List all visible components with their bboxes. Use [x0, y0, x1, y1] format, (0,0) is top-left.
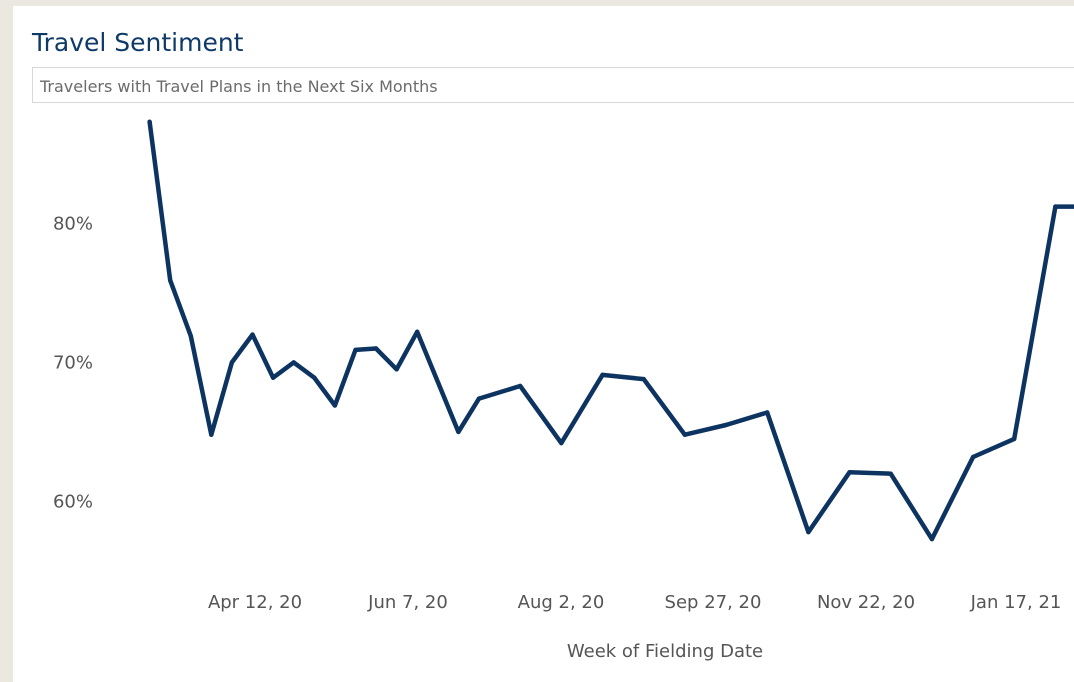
subtitle-box: Travelers with Travel Plans in the Next … [32, 67, 1074, 103]
chart-panel [13, 6, 1074, 682]
data-point [847, 470, 852, 475]
data-point [723, 422, 729, 428]
data-point [888, 471, 893, 476]
data-point [682, 432, 687, 437]
data-point [353, 347, 358, 353]
data-point [929, 536, 935, 542]
series-line [147, 121, 1074, 542]
data-point [209, 432, 214, 437]
data-point [291, 360, 296, 365]
x-tick-label: Apr 12, 20 [208, 592, 302, 613]
chart-subtitle: Travelers with Travel Plans in the Next … [40, 77, 438, 96]
x-tick-label: Aug 2, 20 [518, 592, 605, 613]
y-axis-ticks: 60% 70% 80% [53, 213, 93, 512]
data-point [188, 333, 193, 339]
x-tick-label: Nov 22, 20 [817, 592, 915, 613]
data-point [250, 332, 255, 337]
data-point [373, 346, 379, 351]
x-tick-label: Sep 27, 20 [665, 592, 762, 613]
chart-title: Travel Sentiment [32, 28, 244, 57]
data-point [229, 360, 235, 365]
x-axis-title: Week of Fielding Date [567, 641, 763, 662]
data-point [970, 454, 976, 460]
data-points [147, 119, 1074, 542]
y-tick-label: 60% [53, 491, 93, 512]
x-axis-ticks: Apr 12, 20 Jun 7, 20 Aug 2, 20 Sep 27, 20 No… [208, 592, 1061, 613]
data-point [147, 119, 152, 124]
data-point [1053, 204, 1058, 209]
data-point [806, 529, 811, 535]
data-point [641, 376, 646, 382]
data-point [600, 372, 605, 378]
y-tick-label: 80% [53, 213, 93, 234]
data-point [394, 367, 399, 372]
data-point [312, 375, 317, 380]
data-point [765, 410, 770, 415]
data-point [168, 278, 173, 283]
data-point [1012, 436, 1017, 442]
x-tick-label: Jun 7, 20 [367, 592, 448, 613]
y-tick-label: 70% [53, 352, 93, 373]
data-point [518, 383, 523, 389]
data-point [476, 396, 482, 401]
x-tick-label: Jan 17, 21 [970, 592, 1062, 613]
data-point [332, 403, 338, 408]
data-point [559, 440, 564, 446]
data-point [456, 429, 461, 435]
data-point [270, 375, 276, 380]
data-point [415, 329, 420, 334]
